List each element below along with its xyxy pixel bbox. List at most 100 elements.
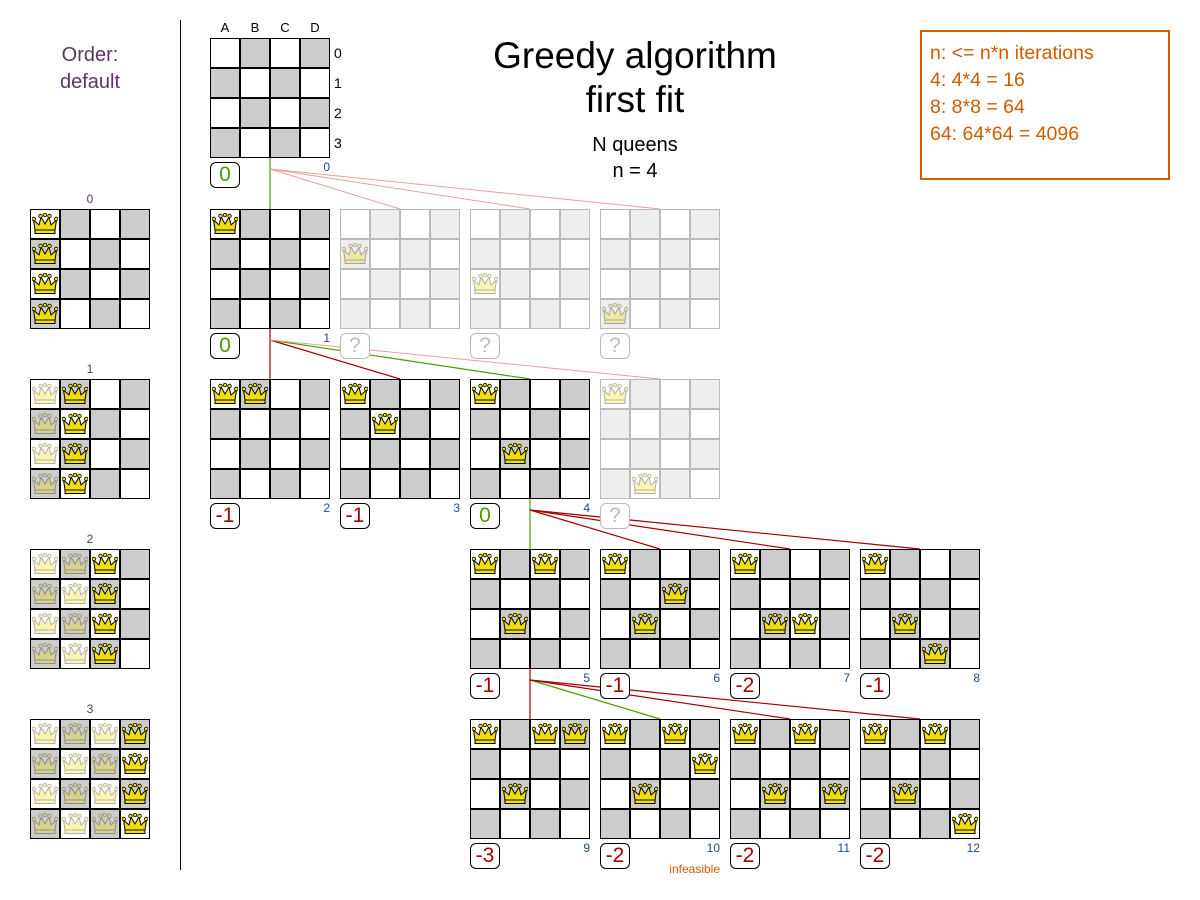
board-cell (500, 809, 530, 839)
board-cell (530, 299, 560, 329)
board-cell (920, 609, 950, 639)
queen-icon (61, 412, 89, 435)
board-cell (820, 609, 850, 639)
board-cell (600, 719, 630, 749)
board-cell (860, 639, 890, 669)
board-cell (660, 639, 690, 669)
score-badge: -1 (600, 673, 630, 699)
board-cell (30, 779, 60, 809)
board-cell (660, 439, 690, 469)
board-cell (950, 779, 980, 809)
board-cell (270, 38, 300, 68)
board-cell (560, 579, 590, 609)
board-cell (240, 269, 270, 299)
queen-icon (61, 382, 89, 405)
board-cell (560, 469, 590, 499)
board-number: 1 (323, 331, 330, 345)
board-cell (690, 239, 720, 269)
board-cell (60, 609, 90, 639)
queen-icon (91, 642, 119, 665)
board-cell (300, 409, 330, 439)
queen-icon (601, 382, 629, 405)
board-cell (430, 209, 460, 239)
board-cell (530, 469, 560, 499)
queen-icon (31, 472, 59, 495)
board-cell (300, 469, 330, 499)
board-cell (340, 299, 370, 329)
board-cell (90, 269, 120, 299)
board-cell (240, 469, 270, 499)
board-cell (430, 439, 460, 469)
board-cell (30, 209, 60, 239)
board-cell (600, 469, 630, 499)
board-cell (560, 549, 590, 579)
chess-board (30, 209, 150, 329)
board-cell (790, 779, 820, 809)
board-cell (560, 749, 590, 779)
score-badge: 0 (210, 333, 240, 359)
board-cell (60, 579, 90, 609)
board-cell (60, 469, 90, 499)
board-cell (60, 209, 90, 239)
order-heading: Order: (61, 44, 119, 66)
board-cell (530, 749, 560, 779)
board-number: 12 (966, 841, 980, 855)
queen-icon (31, 812, 59, 835)
board-cell (950, 639, 980, 669)
chess-board (600, 719, 720, 839)
board-cell (430, 469, 460, 499)
board-cell (470, 809, 500, 839)
chess-board (210, 209, 330, 329)
page-title: Greedy algorithm first fit (415, 34, 855, 122)
queen-icon (531, 722, 559, 745)
board-cell (90, 209, 120, 239)
queen-icon (121, 812, 149, 835)
queen-icon (241, 382, 269, 405)
board-cell (600, 409, 630, 439)
board-cell (340, 469, 370, 499)
board-cell (690, 379, 720, 409)
board-cell (90, 379, 120, 409)
chess-board (30, 549, 150, 669)
board-cell (340, 439, 370, 469)
board-cell (400, 439, 430, 469)
row-label: 3 (334, 135, 342, 151)
board-cell (60, 409, 90, 439)
board-cell (90, 299, 120, 329)
queen-icon (91, 552, 119, 575)
board-cell (240, 239, 270, 269)
board-cell (270, 209, 300, 239)
board-cell (560, 439, 590, 469)
board-cell (270, 68, 300, 98)
board-cell (90, 549, 120, 579)
queen-icon (211, 382, 239, 405)
board-cell (470, 239, 500, 269)
chess-board (340, 209, 460, 329)
board-cell (340, 379, 370, 409)
board-cell (660, 209, 690, 239)
board-cell (500, 749, 530, 779)
board-cell (860, 779, 890, 809)
board-cell (430, 299, 460, 329)
tree-edge (529, 679, 921, 720)
column-label: B (250, 20, 260, 35)
board-cell (600, 209, 630, 239)
queen-icon (891, 782, 919, 805)
board-cell (920, 719, 950, 749)
board-cell (120, 439, 150, 469)
board-cell (370, 469, 400, 499)
board-cell (600, 549, 630, 579)
board-cell (400, 379, 430, 409)
queen-icon (31, 722, 59, 745)
board-cell (270, 469, 300, 499)
board-cell (660, 549, 690, 579)
queen-icon (211, 212, 239, 235)
board-cell (340, 209, 370, 239)
queen-icon (951, 812, 979, 835)
board-cell (90, 609, 120, 639)
queen-icon (31, 582, 59, 605)
board-cell (950, 719, 980, 749)
order-board-label: 3 (86, 702, 94, 716)
board-cell (210, 269, 240, 299)
queen-icon (31, 412, 59, 435)
